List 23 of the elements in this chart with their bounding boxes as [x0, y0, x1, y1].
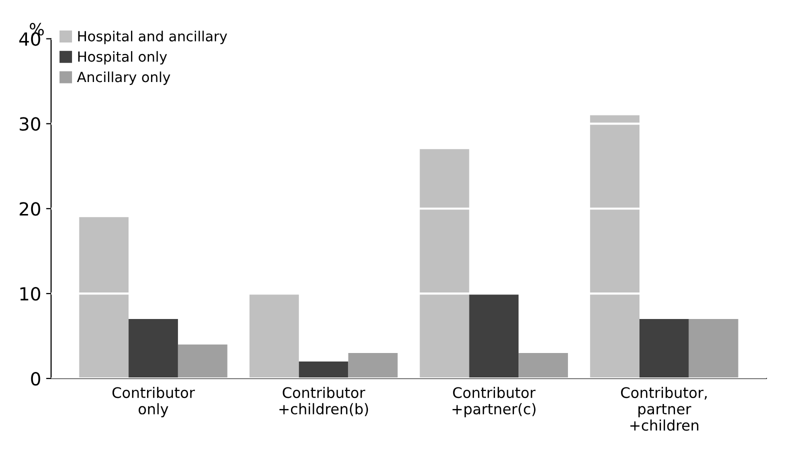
bar [590, 115, 640, 378]
bar [639, 319, 689, 378]
y-tick-label: 30 [20, 117, 40, 131]
y-tick-label: 20 [20, 202, 40, 216]
legend-label: Ancillary only [76, 72, 170, 85]
bar [128, 319, 178, 378]
bar [298, 361, 348, 378]
bar [249, 294, 299, 378]
bar [79, 217, 129, 378]
legend-label: Hospital and ancillary [78, 30, 228, 44]
x-tick-label: Contributor +children(b) [279, 386, 368, 416]
bar [420, 149, 470, 378]
x-tick-label: Contributor +partner(c) [452, 386, 536, 418]
bar [518, 353, 568, 378]
x-tick-label: Contributor only [112, 386, 195, 418]
bar [348, 353, 398, 378]
y-tick-label: 10 [20, 287, 40, 301]
x-tick-label: Contributor, partner +children [621, 386, 707, 431]
bar [178, 344, 228, 378]
bar [469, 294, 519, 378]
bar [688, 319, 738, 378]
legend-label: Hospital only [78, 51, 167, 65]
y-tick-label: 0 [31, 372, 40, 386]
